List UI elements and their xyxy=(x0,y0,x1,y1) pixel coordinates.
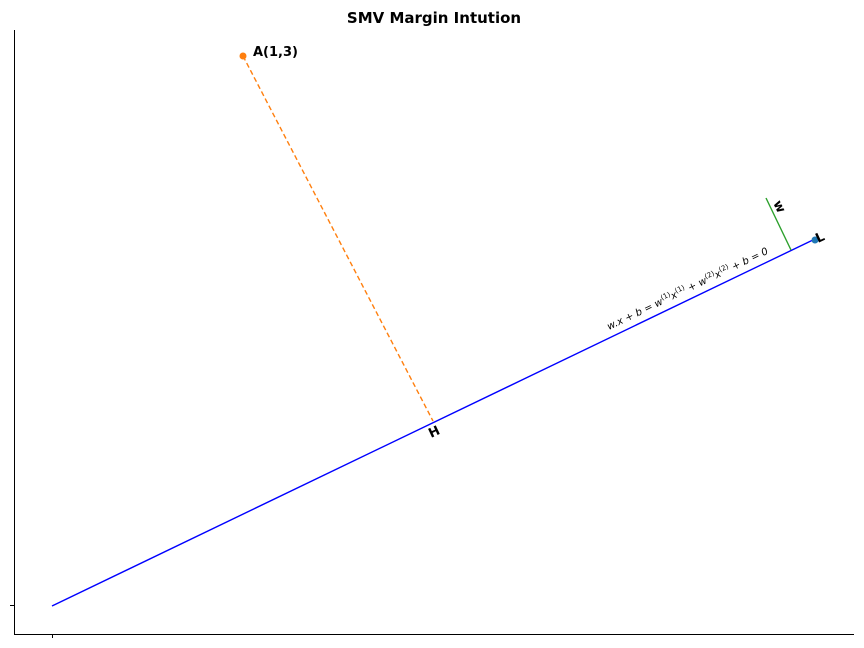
point-a-label: A(1,3) xyxy=(253,45,298,60)
projection-line xyxy=(242,55,434,422)
hyperplane-line xyxy=(51,238,816,607)
chart-title: SMV Margin Intution xyxy=(347,9,521,27)
point-a xyxy=(239,52,247,60)
point-l-label: L xyxy=(813,230,827,247)
hyperplane-equation: w.x + b = w(1)x(1) + w(2)x(2) + b = 0 xyxy=(605,244,770,332)
point-l xyxy=(811,236,819,244)
normal-vector-w xyxy=(765,197,792,251)
normal-vector-label: w xyxy=(769,198,788,215)
point-h-label: H xyxy=(426,423,442,441)
